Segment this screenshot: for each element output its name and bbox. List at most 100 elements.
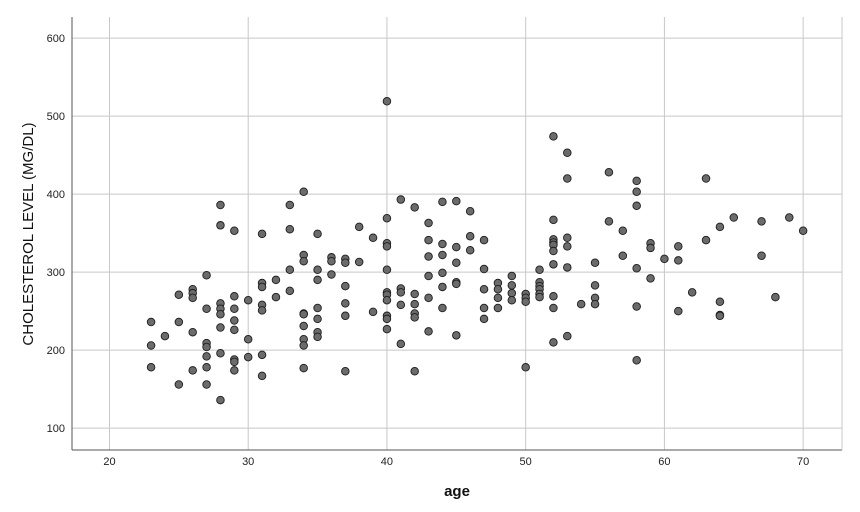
data-point <box>521 297 530 307</box>
data-point <box>507 281 517 290</box>
x-tick-label: 20 <box>103 456 115 468</box>
data-point <box>271 292 281 302</box>
data-point <box>299 321 308 331</box>
data-point <box>146 317 156 327</box>
data-point <box>507 295 517 305</box>
data-point <box>479 303 489 313</box>
data-point <box>549 292 558 301</box>
data-point <box>396 300 406 310</box>
data-point <box>341 281 350 291</box>
data-point <box>715 311 725 321</box>
data-point <box>216 221 225 230</box>
data-point <box>299 187 308 197</box>
data-point <box>507 271 517 281</box>
x-tick-label: 50 <box>520 456 532 468</box>
data-point <box>798 226 808 236</box>
data-point <box>465 231 475 241</box>
data-point <box>396 339 406 349</box>
data-point <box>521 363 530 372</box>
data-point <box>327 256 336 266</box>
data-point <box>188 327 197 337</box>
data-point <box>424 218 433 228</box>
data-point <box>674 306 683 316</box>
data-point <box>216 395 225 405</box>
data-point <box>271 275 281 285</box>
data-point <box>174 290 184 299</box>
data-point <box>174 317 184 327</box>
data-point <box>535 292 544 302</box>
y-tick-label: 200 <box>47 345 65 357</box>
data-point <box>285 286 295 296</box>
data-point <box>202 363 211 372</box>
data-point <box>549 338 558 347</box>
y-tick-label: 600 <box>47 33 65 45</box>
y-tick-label: 100 <box>47 423 65 435</box>
data-point <box>618 226 628 236</box>
data-point <box>646 243 655 253</box>
data-point <box>382 242 392 251</box>
y-tick-label: 500 <box>47 111 65 123</box>
data-point <box>299 309 308 319</box>
data-point <box>341 299 350 308</box>
data-point <box>604 217 614 226</box>
data-point <box>243 295 253 305</box>
data-point <box>632 263 641 273</box>
data-point <box>563 331 572 341</box>
data-point <box>368 307 378 317</box>
data-point <box>299 256 308 266</box>
x-tick-label: 40 <box>381 456 393 468</box>
data-point <box>452 242 461 252</box>
data-point <box>757 251 766 260</box>
data-point <box>188 366 197 375</box>
data-point <box>257 306 267 315</box>
data-point <box>535 265 544 275</box>
data-point <box>313 229 322 239</box>
data-point <box>202 352 211 361</box>
data-point <box>590 299 600 309</box>
data-point <box>341 311 350 321</box>
y-tick-label: 400 <box>47 189 65 201</box>
data-point <box>341 258 350 268</box>
data-point <box>549 132 558 141</box>
data-point <box>563 263 572 272</box>
data-point <box>646 274 655 283</box>
data-point <box>438 303 447 313</box>
data-point <box>285 265 295 275</box>
data-point <box>243 334 253 344</box>
axes <box>71 17 843 451</box>
data-point <box>216 349 225 358</box>
data-point <box>674 256 683 265</box>
data-point <box>590 258 600 268</box>
data-points <box>146 97 808 405</box>
x-tick-label: 60 <box>658 456 670 468</box>
data-point <box>313 332 322 342</box>
data-point <box>368 233 378 243</box>
data-point <box>230 304 239 314</box>
data-point <box>493 285 503 294</box>
data-point <box>382 314 392 324</box>
data-point <box>479 285 489 294</box>
data-point <box>341 366 350 376</box>
data-point <box>563 174 572 183</box>
data-point <box>424 293 433 303</box>
data-point <box>424 271 433 281</box>
data-point <box>715 297 725 307</box>
data-point <box>452 331 461 340</box>
data-point <box>549 215 558 225</box>
data-point <box>785 213 794 222</box>
data-point <box>299 363 308 373</box>
data-point <box>382 265 392 275</box>
data-point <box>632 176 641 186</box>
data-point <box>396 195 406 204</box>
data-point <box>216 323 225 332</box>
data-point <box>563 148 572 158</box>
data-point <box>563 233 572 243</box>
data-point <box>771 292 780 302</box>
data-point <box>146 363 156 372</box>
data-point <box>715 222 725 232</box>
data-point <box>452 196 461 206</box>
data-point <box>632 356 641 365</box>
data-point <box>202 304 211 314</box>
data-point <box>757 217 766 226</box>
